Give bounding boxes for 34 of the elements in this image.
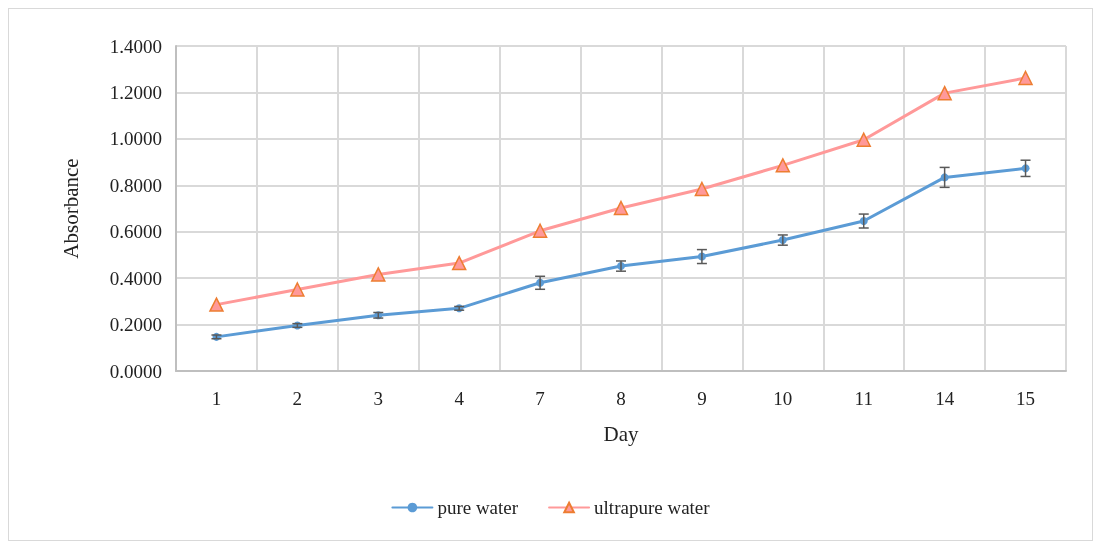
x-tick-label: 1 [211,388,222,409]
point [856,132,871,148]
x-tick-label: 7 [535,388,545,409]
y-tick-label: 0.4000 [109,267,162,289]
x-tick-label: 11 [854,388,873,409]
x-tick-label: 3 [373,388,384,409]
x-tick-label: 15 [1016,388,1036,409]
x-tick-label: 2 [292,388,303,409]
point [1018,70,1033,86]
point [532,223,548,239]
y-tick-label: 0.6000 [109,221,162,243]
y-tick-label: 1.0000 [109,128,162,150]
x-tick-label: 10 [773,388,793,409]
point [209,297,224,312]
x-tick-label: 8 [616,388,626,409]
x-tick-label: 14 [935,388,955,409]
y-tick-label: 1.4000 [109,35,162,57]
point [613,200,629,216]
point [937,85,952,101]
point [371,267,386,282]
point [451,255,467,271]
y-tick-label: 0.0000 [109,360,162,382]
y-tick-label: 1.2000 [109,81,162,103]
x-tick-label: 9 [697,388,707,409]
legend-label: ultrapure water [594,497,711,518]
x-tick-label: 4 [454,388,465,409]
legend-label: pure water [437,497,519,518]
point [775,158,791,173]
x-axis-title: Day [603,421,639,446]
point [290,282,305,297]
y-axis-title: Absorbance [58,158,83,259]
y-tick-label: 0.2000 [109,314,162,336]
point [694,181,710,197]
y-tick-label: 0.8000 [109,174,162,196]
